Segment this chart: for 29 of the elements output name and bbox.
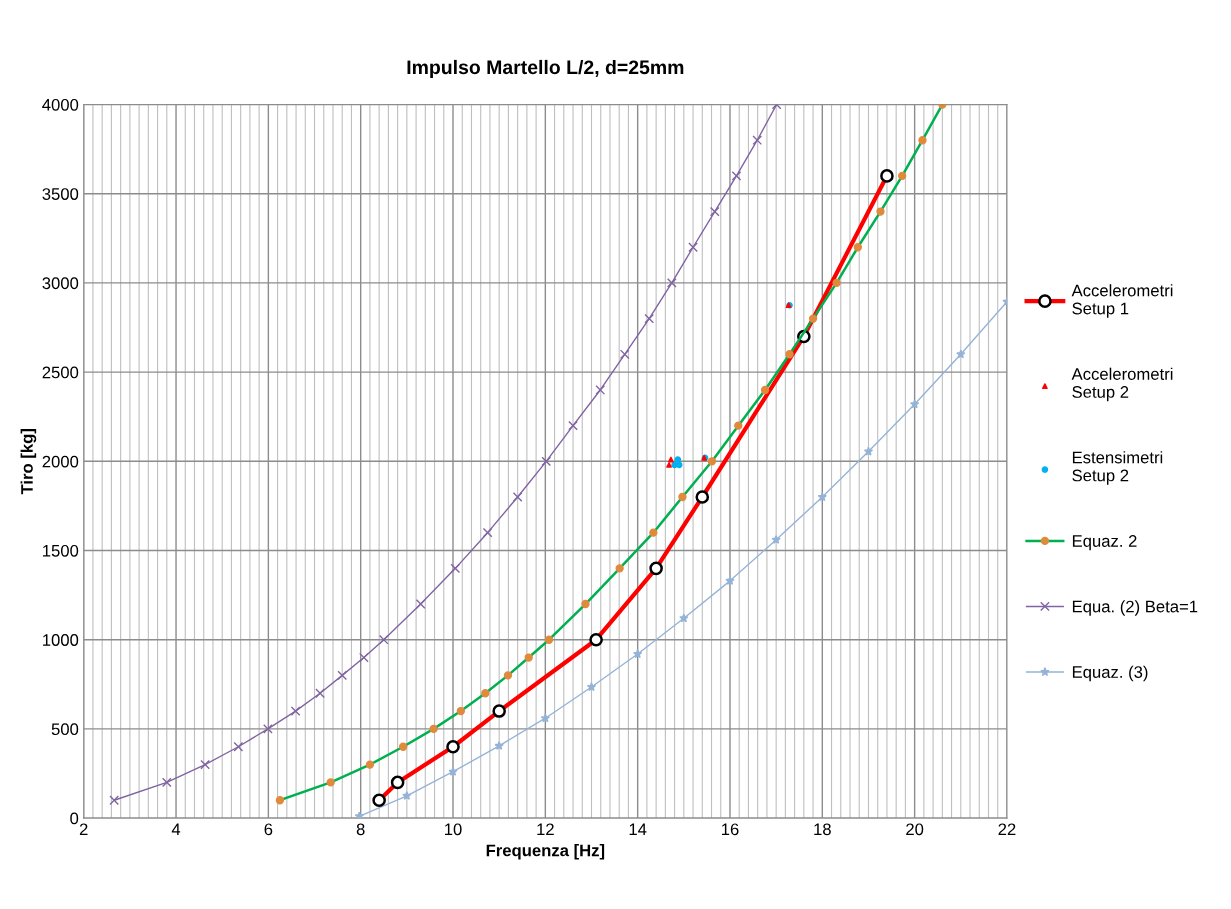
legend-label: Equaz. (3) xyxy=(1072,665,1148,682)
y-tick-label: 3000 xyxy=(42,277,79,290)
y-tick-label: 500 xyxy=(51,723,79,736)
y-tick-label: 4000 xyxy=(42,98,79,111)
legend-label: Accelerometri Setup 2 xyxy=(1071,367,1173,402)
y-tick-label: 2500 xyxy=(42,366,79,379)
y-axis-title: Tiro [kg] xyxy=(20,429,37,495)
x-tick-label: 20 xyxy=(906,823,924,836)
x-tick-label: 8 xyxy=(356,823,365,836)
legend-label: Equaz. 2 xyxy=(1072,535,1137,551)
x-tick-label: 16 xyxy=(721,823,739,836)
y-tick-label: 3500 xyxy=(42,188,79,200)
y-tick-label: 2000 xyxy=(42,455,79,468)
x-tick-label: 4 xyxy=(171,823,181,836)
x-tick-label: 14 xyxy=(629,823,647,836)
x-tick-label: 6 xyxy=(264,823,273,836)
legend-label: Estensimetri Setup 2 xyxy=(1072,451,1163,485)
y-tick-label: 1500 xyxy=(43,544,79,557)
y-tick-label: 0 xyxy=(70,812,79,825)
legend-label: Equa. (2) Beta=1 xyxy=(1072,600,1198,616)
x-tick-label: 2 xyxy=(79,823,88,836)
x-tick-label: 12 xyxy=(537,823,554,836)
legend-label: Accelerometri Setup 1 xyxy=(1071,284,1173,318)
x-tick-label: 10 xyxy=(445,823,462,836)
y-tick-label: 1000 xyxy=(43,634,79,646)
x-tick-label: 22 xyxy=(998,823,1016,836)
x-tick-label: 18 xyxy=(814,823,831,836)
x-axis-title: Frequenza [Hz] xyxy=(486,844,605,860)
chart-title: Impulso Martello L/2, d=25mm xyxy=(407,59,684,79)
